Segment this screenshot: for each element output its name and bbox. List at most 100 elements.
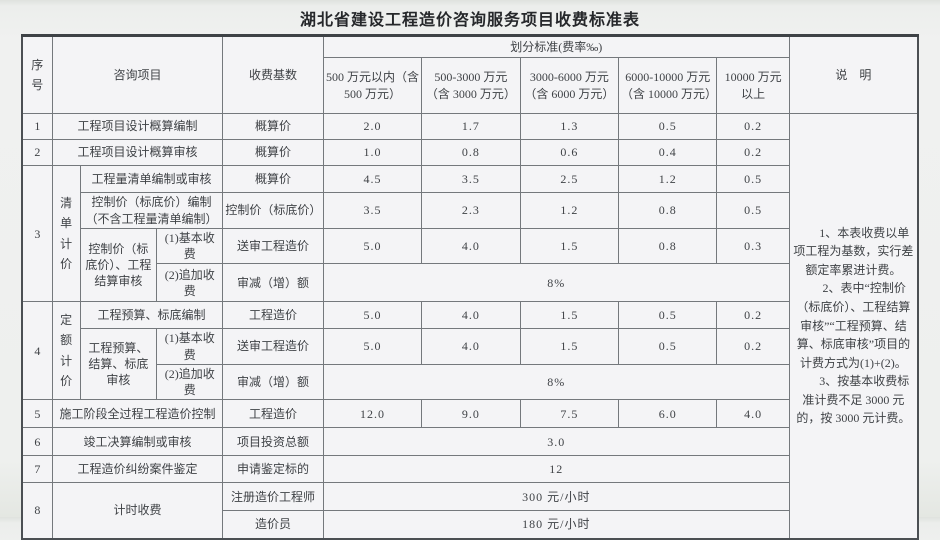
base-cell: 造价员 xyxy=(222,510,324,540)
rate-cell: 0.3 xyxy=(716,227,790,265)
rate-span-cell: 180 元/小时 xyxy=(322,510,790,540)
rate-cell: 0.5 xyxy=(618,328,718,365)
rate-cell: 2.0 xyxy=(322,113,423,140)
rate-cell: 1.5 xyxy=(519,328,620,365)
table-row: 8 计时收费 注册造价工程师 300 元/小时 xyxy=(21,482,918,540)
table-row: (2)追加收费 审减（增）额 8% xyxy=(22,363,918,401)
col-header-range-5: 10000 万元以上 xyxy=(716,57,790,114)
rate-cell: 3.5 xyxy=(421,165,521,193)
project-cell: 工程量清单编制或审核 xyxy=(79,165,224,193)
rate-cell: 0.2 xyxy=(716,301,790,330)
project-cell: 工程预算、结算、标底审核 xyxy=(79,328,158,401)
table-row: 控制价（标底价）编制（不含工程量清单编制） 控制价（标底价） 3.5 2.3 1… xyxy=(22,192,918,229)
project-cell: 竣工决算编制或审核 xyxy=(51,427,224,457)
rate-span-cell: 12 xyxy=(322,455,790,484)
rate-cell: 0.5 xyxy=(716,165,790,193)
col-header-range-4: 6000-10000 万元（含 10000 万元） xyxy=(618,57,718,114)
base-cell: 工程造价 xyxy=(222,301,324,330)
base-cell: 概算价 xyxy=(222,139,324,166)
rate-cell: 5.0 xyxy=(322,328,423,365)
col-header-range-2: 500-3000 万元（含 3000 万元） xyxy=(421,57,521,114)
rate-cell: 3.5 xyxy=(322,192,423,229)
rate-cell: 1.3 xyxy=(519,113,620,140)
project-cell: 控制价（标底价）、工程结算审核 xyxy=(79,227,158,303)
rate-cell: 1.7 xyxy=(421,113,521,140)
subitem-cell: (1)基本收费 xyxy=(156,227,224,265)
base-cell: 送审工程造价 xyxy=(222,227,324,265)
base-cell: 审减（增）额 xyxy=(222,363,324,401)
rate-span-cell: 300 元/小时 xyxy=(322,482,790,512)
project-cell: 工程预算、标底编制 xyxy=(79,301,224,330)
rate-cell: 5.0 xyxy=(322,227,423,265)
rate-cell: 9.0 xyxy=(421,399,521,429)
base-cell: 送审工程造价 xyxy=(222,328,324,365)
group-label-cell: 定额计价 xyxy=(51,301,81,401)
seq-cell: 5 xyxy=(21,399,53,429)
project-cell: 工程项目设计概算编制 xyxy=(51,113,224,140)
base-cell: 概算价 xyxy=(222,165,324,193)
base-cell: 审减（增）额 xyxy=(222,263,324,303)
rate-cell: 0.8 xyxy=(618,192,718,229)
rate-cell: 0.6 xyxy=(519,139,620,166)
rate-cell: 0.5 xyxy=(716,192,790,229)
table-row: 7 工程造价纠纷案件鉴定 申请鉴定标的 12 xyxy=(21,455,918,484)
col-header-standard-group: 划分标准(费率‰) xyxy=(322,35,790,58)
subitem-cell: (2)追加收费 xyxy=(156,263,224,303)
rate-cell: 1.5 xyxy=(519,301,620,330)
rate-cell: 0.8 xyxy=(421,139,521,166)
seq-cell: 6 xyxy=(21,427,53,457)
rate-cell: 0.5 xyxy=(618,113,718,140)
rate-cell: 1.0 xyxy=(322,139,423,166)
table-row: 控制价（标底价）、工程结算审核 (1)基本收费 送审工程造价 5.0 4.0 1… xyxy=(22,227,918,303)
table-row: (2)追加收费 审减（增）额 8% xyxy=(22,263,918,303)
base-cell: 工程造价 xyxy=(222,399,324,429)
fee-standard-table: 序号 咨询项目 收费基数 划分标准(费率‰) 说 明 500 万元以内（含 50… xyxy=(21,34,919,540)
rate-cell: 2.3 xyxy=(421,192,521,229)
rate-cell: 0.8 xyxy=(618,227,718,265)
table-row: 4 定额计价 工程预算、标底编制 工程造价 5.0 4.0 1.5 0.5 0.… xyxy=(21,301,918,401)
table-row: 工程预算、结算、标底审核 (1)基本收费 送审工程造价 5.0 4.0 1.5 … xyxy=(22,328,918,401)
rate-cell: 0.4 xyxy=(618,139,718,166)
rate-cell: 4.0 xyxy=(421,301,521,330)
subitem-cell: (1)基本收费 xyxy=(156,328,224,365)
table-row: 3 清单计价 工程量清单编制或审核 概算价 4.5 3.5 2.5 1.2 0.… xyxy=(21,164,918,303)
base-cell: 控制价（标底价） xyxy=(222,192,324,229)
col-header-base: 收费基数 xyxy=(222,35,324,114)
rate-cell: 7.5 xyxy=(519,399,620,429)
rate-cell: 4.5 xyxy=(322,165,423,193)
notes-cell: 1、本表收费以单项工程为基数，实行差额定率累进计费。 2、表中“控制价（标底价）… xyxy=(788,112,919,540)
rate-cell: 0.2 xyxy=(716,328,790,365)
rate-cell: 1.5 xyxy=(519,227,620,265)
base-cell: 项目投资总额 xyxy=(222,427,324,457)
rate-span-cell: 3.0 xyxy=(322,427,790,457)
col-header-seq: 序号 xyxy=(21,35,53,114)
col-header-notes: 说 明 xyxy=(788,35,919,114)
col-header-range-3: 3000-6000 万元（含 6000 万元） xyxy=(519,57,620,114)
rate-cell: 0.2 xyxy=(716,139,790,166)
rate-cell: 0.5 xyxy=(618,301,718,330)
project-cell: 施工阶段全过程工程造价控制 xyxy=(51,399,224,429)
rate-cell: 4.0 xyxy=(716,399,790,429)
rate-cell: 4.0 xyxy=(421,328,521,365)
rate-cell: 2.5 xyxy=(519,165,620,193)
rate-span-cell: 8% xyxy=(322,263,790,303)
rate-cell: 0.2 xyxy=(716,113,790,140)
project-cell: 控制价（标底价）编制（不含工程量清单编制） xyxy=(79,192,224,229)
base-cell: 概算价 xyxy=(222,113,324,140)
rate-cell: 4.0 xyxy=(421,227,521,265)
seq-cell: 4 xyxy=(21,301,53,401)
rate-cell: 12.0 xyxy=(322,399,423,429)
col-header-range-1: 500 万元以内（含 500 万元） xyxy=(322,57,423,114)
page-title: 湖北省建设工程造价咨询服务项目收费标准表 xyxy=(299,12,640,29)
table-row: 6 竣工决算编制或审核 项目投资总额 3.0 xyxy=(21,427,918,457)
rate-cell: 5.0 xyxy=(322,301,423,330)
col-header-project: 咨询项目 xyxy=(51,35,224,114)
header-row-1: 序号 咨询项目 收费基数 划分标准(费率‰) 说 明 xyxy=(21,35,919,114)
seq-cell: 3 xyxy=(21,164,53,303)
base-cell: 注册造价工程师 xyxy=(222,482,324,512)
rate-cell: 6.0 xyxy=(618,399,718,429)
table-row: 5 施工阶段全过程工程造价控制 工程造价 12.0 9.0 7.5 6.0 4.… xyxy=(21,399,918,429)
project-cell: 计时收费 xyxy=(51,482,224,540)
seq-cell: 1 xyxy=(21,113,53,140)
